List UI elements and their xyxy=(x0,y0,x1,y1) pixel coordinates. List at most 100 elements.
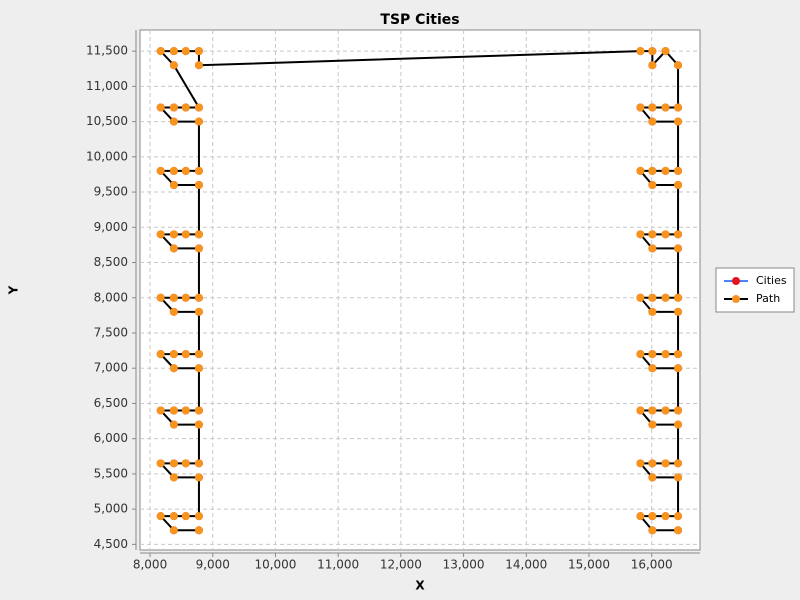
x-tick-label: 15,000 xyxy=(568,558,610,572)
path-point xyxy=(661,293,670,302)
legend-label: Path xyxy=(756,292,780,305)
path-point xyxy=(648,293,657,302)
path-point xyxy=(648,406,657,415)
path-point xyxy=(194,166,203,175)
path-point xyxy=(169,117,178,126)
path-point xyxy=(194,307,203,316)
y-tick-label: 7,000 xyxy=(94,361,128,375)
path-point xyxy=(648,350,657,359)
path-point xyxy=(169,230,178,239)
y-tick-label: 6,000 xyxy=(94,431,128,445)
path-point xyxy=(194,350,203,359)
path-point xyxy=(648,244,657,253)
path-point xyxy=(181,406,190,415)
y-tick-label: 11,000 xyxy=(86,79,128,93)
path-point xyxy=(674,166,683,175)
y-tick-label: 9,000 xyxy=(94,220,128,234)
path-point xyxy=(169,473,178,482)
path-point xyxy=(648,117,657,126)
path-point xyxy=(194,117,203,126)
path-point xyxy=(648,103,657,112)
path-point xyxy=(169,293,178,302)
y-tick-label: 11,500 xyxy=(86,44,128,58)
path-point xyxy=(674,293,683,302)
path-point xyxy=(636,230,645,239)
path-point xyxy=(194,244,203,253)
path-point xyxy=(661,47,670,56)
y-tick-label: 10,500 xyxy=(86,114,128,128)
path-point xyxy=(169,459,178,468)
y-tick-label: 7,500 xyxy=(94,325,128,339)
path-point xyxy=(169,181,178,190)
path-point xyxy=(648,364,657,373)
path-point xyxy=(194,512,203,521)
x-tick-label: 13,000 xyxy=(443,558,485,572)
path-point xyxy=(661,406,670,415)
y-tick-label: 5,500 xyxy=(94,466,128,480)
chart-title: TSP Cities xyxy=(380,12,459,28)
x-tick-label: 9,000 xyxy=(196,558,230,572)
path-point xyxy=(181,47,190,56)
path-point xyxy=(674,364,683,373)
x-tick-label: 14,000 xyxy=(505,558,547,572)
path-point xyxy=(156,406,165,415)
path-point xyxy=(194,406,203,415)
legend-box xyxy=(715,267,795,313)
path-point xyxy=(194,230,203,239)
path-point xyxy=(169,47,178,56)
path-point xyxy=(169,166,178,175)
path-point xyxy=(181,230,190,239)
y-axis-label: Y xyxy=(7,285,21,295)
x-axis-label: X xyxy=(415,579,425,593)
path-point xyxy=(636,293,645,302)
path-point xyxy=(648,420,657,429)
path-point xyxy=(636,103,645,112)
y-tick-label: 4,500 xyxy=(94,537,128,551)
x-tick-label: 12,000 xyxy=(380,558,422,572)
y-tick-label: 9,500 xyxy=(94,185,128,199)
path-point xyxy=(648,459,657,468)
path-point xyxy=(181,293,190,302)
path-point xyxy=(169,244,178,253)
path-point xyxy=(156,293,165,302)
path-point xyxy=(661,166,670,175)
path-point xyxy=(674,244,683,253)
path-point xyxy=(169,526,178,535)
legend-marker xyxy=(732,295,740,303)
x-tick-label: 16,000 xyxy=(631,558,673,572)
path-point xyxy=(194,61,203,70)
path-point xyxy=(661,350,670,359)
path-point xyxy=(194,364,203,373)
path-point xyxy=(674,526,683,535)
path-point xyxy=(156,230,165,239)
path-point xyxy=(169,307,178,316)
path-point xyxy=(674,103,683,112)
x-tick-label: 11,000 xyxy=(317,558,359,572)
path-point xyxy=(181,350,190,359)
path-point xyxy=(661,512,670,521)
path-point xyxy=(674,230,683,239)
path-point xyxy=(194,47,203,56)
path-point xyxy=(181,512,190,521)
path-point xyxy=(194,293,203,302)
x-tick-label: 10,000 xyxy=(254,558,296,572)
path-point xyxy=(181,459,190,468)
x-tick-label: 8,000 xyxy=(133,558,167,572)
path-point xyxy=(194,526,203,535)
path-point xyxy=(661,230,670,239)
plot-area xyxy=(139,29,701,551)
path-point xyxy=(156,166,165,175)
path-point xyxy=(156,459,165,468)
path-point xyxy=(156,103,165,112)
path-point xyxy=(169,364,178,373)
y-tick-label: 8,500 xyxy=(94,255,128,269)
y-tick-label: 6,500 xyxy=(94,396,128,410)
path-point xyxy=(661,103,670,112)
path-point xyxy=(674,181,683,190)
path-point xyxy=(636,166,645,175)
y-tick-label: 5,000 xyxy=(94,502,128,516)
path-point xyxy=(674,61,683,70)
path-point xyxy=(181,103,190,112)
path-point xyxy=(156,47,165,56)
path-point xyxy=(648,181,657,190)
